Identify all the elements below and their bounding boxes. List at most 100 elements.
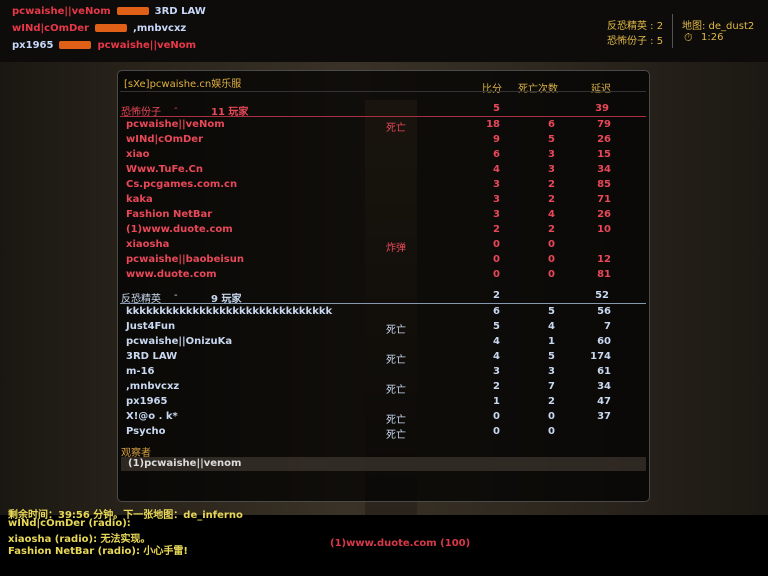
player-status: 死亡 — [386, 355, 406, 366]
team-name: 反恐精英 — [121, 294, 161, 305]
player-score: 1 — [493, 396, 500, 407]
pistol-icon — [95, 24, 128, 32]
victim-name: pcwaishe||veNom — [97, 40, 197, 51]
player-ping: 37 — [597, 411, 611, 422]
player-score: 3 — [493, 366, 500, 377]
player-row: pcwaishe||baobeisun 0 0 12 — [118, 254, 648, 268]
player-row: kkkkkkkkkkkkkkkkkkkkkkkkkkkkkkk 6 5 56 — [118, 306, 648, 320]
player-score: 3 — [493, 194, 500, 205]
player-row: Psycho 死亡 0 0 — [118, 426, 648, 441]
chat-line: Fashion NetBar (radio): 小心手雷! — [8, 546, 188, 557]
player-deaths: 2 — [548, 224, 555, 235]
player-deaths: 6 — [548, 119, 555, 130]
kill-feed-entry: pcwaishe||veNom 3RD LAW — [12, 6, 206, 17]
player-deaths: 4 — [548, 321, 555, 332]
player-name: Cs.pcgames.com.cn — [126, 179, 238, 190]
killer-name: px1965 — [12, 40, 54, 51]
player-score: 0 — [493, 239, 500, 250]
team-sep: - — [174, 290, 178, 301]
player-name: (1)www.duote.com — [126, 224, 233, 235]
player-score: 4 — [493, 164, 500, 175]
team-name: 恐怖份子 — [121, 107, 161, 118]
player-name: X!@o . k* — [126, 411, 178, 422]
player-status: 死亡 — [386, 325, 406, 336]
player-name: Psycho — [126, 426, 166, 437]
player-row: m-16 3 3 61 — [118, 366, 648, 380]
team-sep: - — [174, 103, 178, 114]
player-ping: 10 — [597, 224, 611, 235]
player-deaths: 3 — [548, 164, 555, 175]
player-row: pcwaishe||veNom 死亡 18 6 79 — [118, 119, 648, 134]
player-deaths: 3 — [548, 366, 555, 377]
chat-line: 剩余时间：39:56 分钟。下一张地图：de_inferno — [8, 510, 243, 521]
ak47-icon — [59, 41, 92, 49]
player-row: (1)www.duote.com 2 2 10 — [118, 224, 648, 238]
player-deaths: 0 — [548, 411, 555, 422]
player-row: X!@o . k* 死亡 0 0 37 — [118, 411, 648, 426]
t-score: 恐怖份子 : 5 — [607, 36, 664, 47]
killer-name: pcwaishe||veNom — [12, 6, 111, 17]
player-deaths: 7 — [548, 381, 555, 392]
header-divider — [120, 91, 646, 92]
player-ping: 47 — [597, 396, 611, 407]
player-row: px1965 1 2 47 — [118, 396, 648, 410]
player-score: 0 — [493, 254, 500, 265]
map-name: 地图: de_dust2 — [682, 21, 755, 32]
victim-name: 3RD LAW — [154, 6, 206, 17]
player-deaths: 0 — [548, 254, 555, 265]
player-row: xiaosha 炸弹 0 0 — [118, 239, 648, 254]
player-name: pcwaishe||baobeisun — [126, 254, 244, 265]
player-ping: 34 — [597, 381, 611, 392]
player-ping: 56 — [597, 306, 611, 317]
player-deaths: 5 — [548, 134, 555, 145]
killer-name: wINd|cOmDer — [12, 23, 90, 34]
stopwatch-icon: ⏱ — [684, 31, 693, 44]
player-score: 6 — [493, 149, 500, 160]
col-deaths: 死亡次数 — [518, 84, 558, 95]
team-player-count: 11 玩家 — [211, 107, 249, 118]
player-row: xiao 6 3 15 — [118, 149, 648, 163]
kill-feed-entry: wINd|cOmDer ,mnbvcxz — [12, 23, 186, 34]
player-status: 炸弹 — [386, 243, 406, 254]
player-name: Fashion NetBar — [126, 209, 213, 220]
player-deaths: 0 — [548, 269, 555, 280]
chat-line: xiaosha (radio): 无法实现。 — [8, 534, 151, 545]
player-score: 9 — [493, 134, 500, 145]
player-score: 4 — [493, 351, 500, 362]
player-status: 死亡 — [386, 123, 406, 134]
player-name: 3RD LAW — [126, 351, 178, 362]
player-name: www.duote.com — [126, 269, 217, 280]
player-score: 0 — [493, 269, 500, 280]
player-score: 6 — [493, 306, 500, 317]
player-ping: 174 — [590, 351, 611, 362]
player-row: wINd|cOmDer 9 5 26 — [118, 134, 648, 148]
ak47-icon — [116, 7, 149, 15]
server-name: [sXe]pcwaishe.cn娱乐服 — [124, 79, 242, 90]
player-score: 18 — [486, 119, 500, 130]
player-name: Just4Fun — [126, 321, 176, 332]
player-ping: 81 — [597, 269, 611, 280]
player-deaths: 2 — [548, 179, 555, 190]
player-row: Www.TuFe.Cn 4 3 34 — [118, 164, 648, 178]
player-status: 死亡 — [386, 430, 406, 441]
player-score: 0 — [493, 411, 500, 422]
player-ping: 79 — [597, 119, 611, 130]
player-deaths: 5 — [548, 306, 555, 317]
player-row: kaka 3 2 71 — [118, 194, 648, 208]
player-ping: 15 — [597, 149, 611, 160]
player-ping: 60 — [597, 336, 611, 347]
team-divider — [120, 116, 646, 117]
player-row: Fashion NetBar 3 4 26 — [118, 209, 648, 223]
round-timer: 1:26 — [701, 32, 724, 43]
player-deaths: 0 — [548, 426, 555, 437]
player-ping: 61 — [597, 366, 611, 377]
player-status: 死亡 — [386, 415, 406, 426]
player-ping: 26 — [597, 209, 611, 220]
team-player-count: 9 玩家 — [211, 294, 242, 305]
player-score: 4 — [493, 336, 500, 347]
player-deaths: 1 — [548, 336, 555, 347]
player-row: www.duote.com 0 0 81 — [118, 269, 648, 283]
player-row: 3RD LAW 死亡 4 5 174 — [118, 351, 648, 366]
player-row: Just4Fun 死亡 5 4 7 — [118, 321, 648, 336]
player-ping: 26 — [597, 134, 611, 145]
